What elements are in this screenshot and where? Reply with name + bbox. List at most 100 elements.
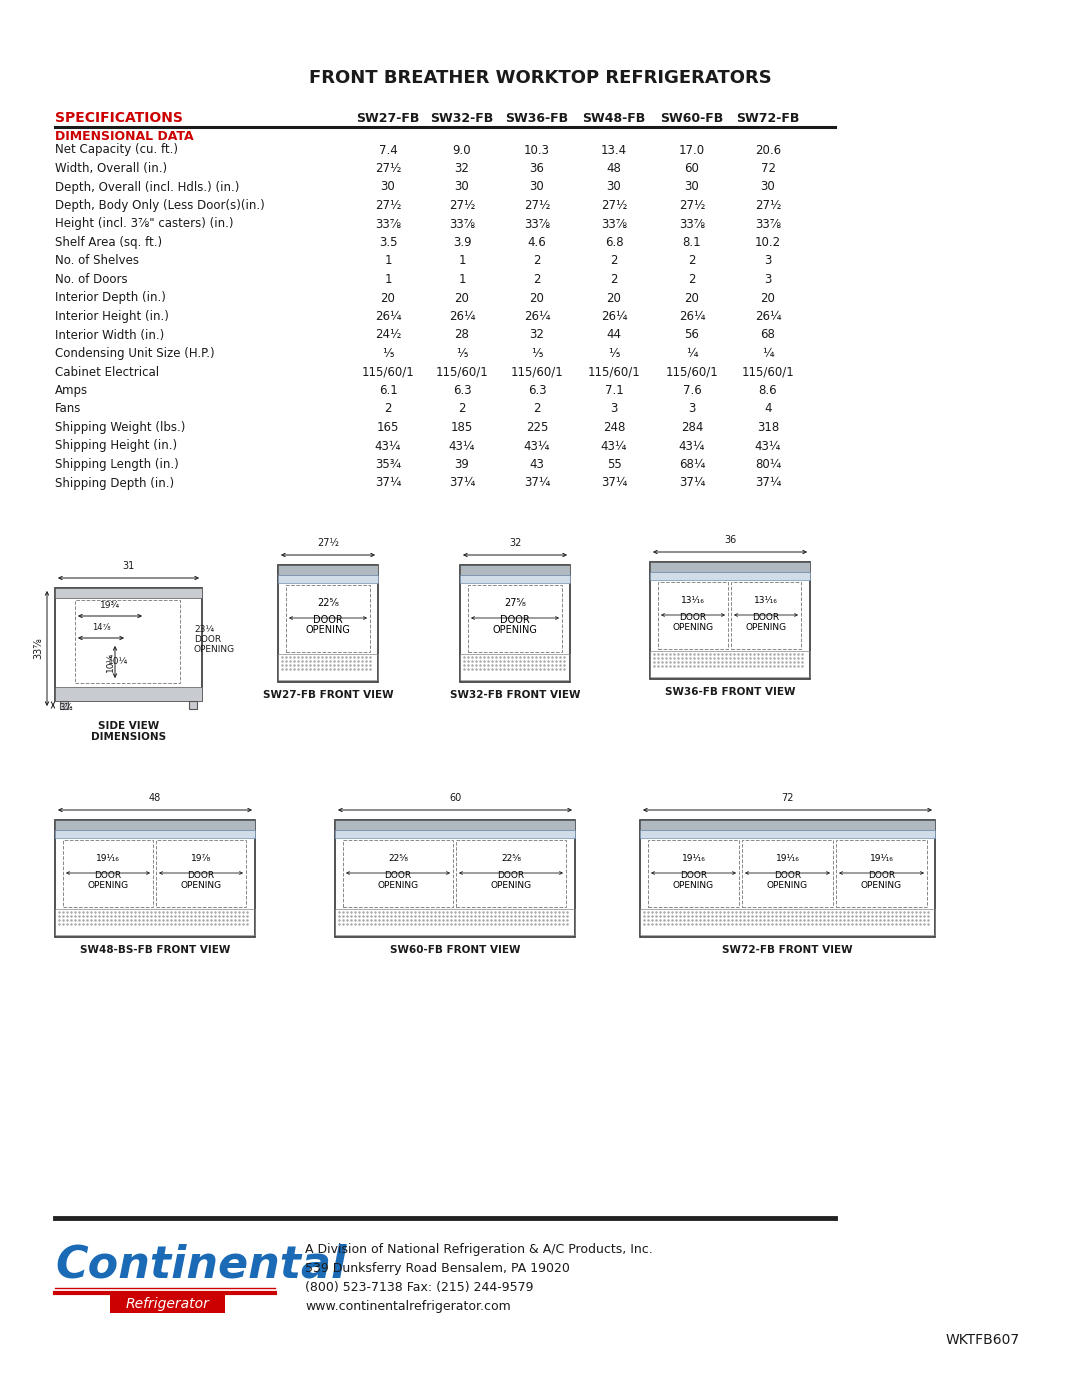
Bar: [55, 830, 255, 838]
Text: 22⁵⁄₈: 22⁵⁄₈: [388, 854, 408, 863]
Text: 43¼: 43¼: [755, 440, 781, 453]
Text: 37¼: 37¼: [600, 476, 627, 489]
Text: FRONT BREATHER WORKTOP REFRIGERATORS: FRONT BREATHER WORKTOP REFRIGERATORS: [309, 68, 771, 87]
Text: 20: 20: [607, 292, 621, 305]
Text: 80¼: 80¼: [755, 458, 781, 471]
Text: 1: 1: [458, 272, 465, 286]
Text: SW48-BS-FB FRONT VIEW: SW48-BS-FB FRONT VIEW: [80, 944, 230, 956]
Text: 2: 2: [534, 272, 541, 286]
Text: Cabinet Electrical: Cabinet Electrical: [55, 366, 159, 379]
Text: Interior Depth (in.): Interior Depth (in.): [55, 292, 166, 305]
Bar: [55, 687, 202, 701]
Bar: [75, 599, 180, 683]
Bar: [640, 830, 935, 838]
Text: 43¼: 43¼: [679, 440, 705, 453]
Text: 3: 3: [765, 254, 772, 267]
Text: DOOR: DOOR: [868, 870, 895, 880]
Text: 27½: 27½: [600, 198, 627, 212]
Text: 1: 1: [458, 254, 465, 267]
Text: Shipping Length (in.): Shipping Length (in.): [55, 458, 179, 471]
Text: 22⁵⁄₈: 22⁵⁄₈: [501, 854, 521, 863]
Text: OPENING: OPENING: [490, 880, 531, 890]
Text: 33⅞: 33⅞: [679, 218, 705, 231]
Text: DOOR: DOOR: [498, 870, 525, 880]
Text: 20: 20: [529, 292, 544, 305]
Text: 3: 3: [688, 402, 696, 415]
Text: A Division of National Refrigeration & A/C Products, Inc.: A Division of National Refrigeration & A…: [305, 1243, 652, 1256]
Text: OPENING: OPENING: [194, 645, 235, 655]
Text: 20: 20: [685, 292, 700, 305]
Text: 30: 30: [607, 180, 621, 194]
Text: 33⅞: 33⅞: [33, 637, 43, 659]
Text: Depth, Overall (incl. Hdls.) (in.): Depth, Overall (incl. Hdls.) (in.): [55, 180, 240, 194]
Text: ⅕: ⅕: [382, 346, 394, 360]
Bar: [335, 820, 575, 937]
Text: 115/60/1: 115/60/1: [511, 366, 564, 379]
Bar: [278, 564, 378, 576]
Bar: [60, 701, 68, 710]
Text: 7.1: 7.1: [605, 384, 623, 397]
Text: DOOR: DOOR: [188, 870, 215, 880]
Text: 248: 248: [603, 420, 625, 434]
Text: 30: 30: [380, 180, 395, 194]
Text: Amps: Amps: [55, 384, 89, 397]
Text: 56: 56: [685, 328, 700, 341]
Text: 20: 20: [760, 292, 775, 305]
Text: 37¼: 37¼: [449, 476, 475, 489]
Text: www.continentalrefrigerator.com: www.continentalrefrigerator.com: [305, 1301, 511, 1313]
Text: (800) 523-7138 Fax: (215) 244-9579: (800) 523-7138 Fax: (215) 244-9579: [305, 1281, 534, 1294]
Bar: [286, 585, 370, 652]
Text: SIDE VIEW: SIDE VIEW: [98, 721, 159, 731]
Bar: [742, 840, 833, 907]
Text: SW32-FB: SW32-FB: [430, 112, 494, 124]
Bar: [460, 564, 570, 682]
Bar: [278, 576, 378, 583]
Text: ⅕: ⅕: [531, 346, 543, 360]
Bar: [55, 820, 255, 830]
Text: 20.6: 20.6: [755, 144, 781, 156]
Text: 19¹⁄₁₆: 19¹⁄₁₆: [96, 854, 120, 863]
Text: 27½: 27½: [755, 198, 781, 212]
Text: 1: 1: [384, 254, 392, 267]
Text: OPENING: OPENING: [673, 880, 714, 890]
Text: 10.2: 10.2: [755, 236, 781, 249]
Text: Shelf Area (sq. ft.): Shelf Area (sq. ft.): [55, 236, 162, 249]
Text: 60: 60: [449, 793, 461, 803]
Text: DOOR: DOOR: [384, 870, 411, 880]
Text: 27½: 27½: [679, 198, 705, 212]
Text: OPENING: OPENING: [745, 623, 786, 631]
Text: 33⅞: 33⅞: [755, 218, 781, 231]
Text: 27½: 27½: [524, 198, 550, 212]
Text: 8.1: 8.1: [683, 236, 701, 249]
Text: SPECIFICATIONS: SPECIFICATIONS: [55, 110, 183, 124]
Text: OPENING: OPENING: [87, 880, 129, 890]
Text: 72: 72: [760, 162, 775, 175]
Text: 26¼: 26¼: [449, 310, 475, 323]
Text: SW32-FB FRONT VIEW: SW32-FB FRONT VIEW: [449, 690, 580, 700]
Bar: [55, 820, 255, 937]
Text: ⅕: ⅕: [456, 346, 468, 360]
Text: WKTFB607: WKTFB607: [946, 1333, 1020, 1347]
Bar: [640, 820, 935, 830]
Text: Interior Height (in.): Interior Height (in.): [55, 310, 168, 323]
Text: Shipping Height (in.): Shipping Height (in.): [55, 440, 177, 453]
Text: 26¼: 26¼: [755, 310, 781, 323]
Text: 2: 2: [458, 402, 465, 415]
Text: 32: 32: [529, 328, 544, 341]
Text: 115/60/1: 115/60/1: [588, 366, 640, 379]
Bar: [640, 909, 935, 935]
Text: 27⁵⁄₈: 27⁵⁄₈: [504, 598, 526, 608]
Text: 13¹⁄₁₆: 13¹⁄₁₆: [681, 597, 705, 605]
Text: 28: 28: [455, 328, 470, 341]
Text: 43¼: 43¼: [449, 440, 475, 453]
Text: Height (incl. 3⅞" casters) (in.): Height (incl. 3⅞" casters) (in.): [55, 218, 233, 231]
Text: 14⁷⁄₈: 14⁷⁄₈: [92, 623, 110, 631]
Text: 37¼: 37¼: [524, 476, 550, 489]
Text: 19¹⁄₁₆: 19¹⁄₁₆: [775, 854, 799, 863]
Text: 185: 185: [450, 420, 473, 434]
Text: 2: 2: [688, 254, 696, 267]
Text: DOOR: DOOR: [753, 612, 780, 622]
Text: 33⅞: 33⅞: [600, 218, 627, 231]
Bar: [55, 588, 202, 598]
Text: 3.9: 3.9: [453, 236, 471, 249]
